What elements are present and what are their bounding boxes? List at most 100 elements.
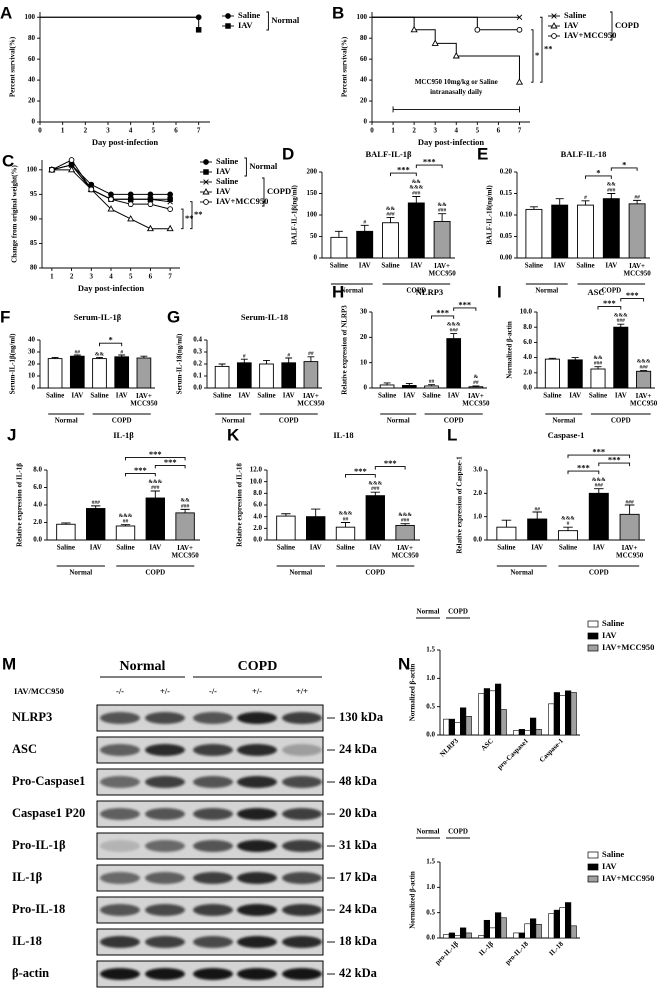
legend-group: COPD: [267, 186, 291, 196]
y-tick-label: 30: [28, 348, 36, 356]
x-tick-label: Saline: [378, 392, 396, 400]
bar: [525, 208, 543, 259]
bar: [47, 358, 63, 389]
blot-condition: +/-: [160, 686, 170, 696]
y-tick-label: 6.0: [253, 501, 262, 509]
y-tick-label: 0.05: [500, 232, 513, 240]
x-tick-label: Saline: [46, 392, 64, 400]
legend-label: IAV+MCC950: [602, 873, 654, 883]
blot-size: 31 kDa: [339, 838, 378, 852]
legend-swatch: [587, 851, 599, 859]
x-tick-label: IAV: [448, 392, 460, 400]
group-label: Normal: [417, 608, 440, 616]
significance-bracket: [598, 462, 631, 467]
x-tick-label: IAV: [410, 262, 422, 270]
significance-bracket: [154, 464, 186, 469]
error-bar: [571, 357, 579, 360]
bar: [330, 236, 348, 259]
blot-size: 17 kDa: [339, 870, 378, 884]
marker: [166, 224, 174, 232]
bar: [513, 730, 520, 736]
y-tick-label: 0: [314, 254, 318, 262]
panel-label: K: [227, 425, 240, 444]
x-tick-label: pro-Caspase1: [496, 737, 531, 772]
significance-label: ***: [577, 463, 590, 473]
x-tick-label: Saline: [559, 544, 577, 552]
significance-label: ***: [354, 466, 367, 476]
x-tick-label: Saline: [57, 544, 75, 552]
x-tick-label: IAV: [310, 544, 322, 552]
x-tick-label: 4: [129, 127, 133, 135]
error-bar: [400, 523, 410, 526]
error-bar: [118, 354, 126, 357]
significance-mark: &&& ###: [148, 479, 162, 491]
y-tick-label: 40: [28, 336, 36, 344]
bar: [56, 523, 76, 541]
x-tick-label: IAV+ MCC950: [616, 544, 644, 559]
group-label: COPD: [365, 569, 385, 577]
legend-bracket: [262, 177, 265, 207]
bar: [214, 365, 230, 389]
y-tick-label: 8.0: [33, 466, 42, 474]
x-tick-label: IAV+ MCC950: [428, 262, 456, 277]
panel-label: L: [447, 425, 457, 444]
line-series: [40, 16, 200, 30]
bar: [489, 927, 496, 939]
x-tick-label: Saline: [213, 392, 231, 400]
bar: [465, 715, 472, 736]
legend-label: Saline: [602, 849, 624, 859]
x-tick-label: IAV: [283, 392, 295, 400]
significance-bracket: [597, 306, 622, 310]
blot-band: [100, 936, 140, 948]
significance-bracket: [567, 470, 600, 475]
y-axis-label: Serum-IL-1β(ng/ml): [9, 333, 17, 395]
blot-band: [282, 776, 322, 788]
blot-condition: -/-: [209, 686, 217, 696]
line-series: [372, 16, 520, 31]
significance-mark: &&& ##: [339, 511, 353, 523]
bar: [588, 492, 609, 541]
error-bar: [405, 382, 413, 386]
blot-size: 48 kDa: [339, 774, 378, 788]
blot-condition: -/-: [116, 686, 124, 696]
blot-band: [100, 872, 140, 884]
bar: [407, 202, 425, 259]
group-label: Normal: [289, 569, 312, 577]
significance-mark: &&& ###: [398, 512, 412, 524]
x-tick-label: Saline: [277, 544, 295, 552]
x-tick-label: 5: [476, 127, 480, 135]
y-tick-label: 20: [28, 360, 36, 368]
x-tick-label: IAV: [71, 392, 83, 400]
x-tick-label: IAV+ MCC950: [130, 392, 158, 407]
marker: [127, 196, 134, 202]
y-tick-label: 1.5: [426, 858, 435, 866]
panel-label: M: [2, 654, 16, 673]
blot-band: [145, 808, 185, 820]
blot-band: [193, 872, 233, 884]
blot-band: [193, 808, 233, 820]
error-bar: [120, 524, 131, 526]
y-tick-label: 0.5: [426, 702, 435, 710]
blot-band: [237, 712, 277, 724]
blot-protein: IL-18: [12, 934, 42, 948]
chart-title: Serum-IL-18: [241, 312, 288, 322]
bar: [619, 513, 640, 541]
bar: [513, 932, 520, 939]
bar: [276, 515, 296, 541]
significance-label: ***: [592, 447, 605, 457]
panel-label: I: [497, 282, 502, 301]
x-tick-label: Saline: [90, 392, 108, 400]
bar: [335, 526, 356, 541]
legend-marker: [203, 169, 209, 175]
legend-label: IAV: [216, 166, 231, 176]
significance-bracket: [620, 298, 645, 302]
bar: [529, 717, 537, 736]
x-tick-label: 7: [197, 127, 201, 135]
blot-band: [282, 744, 322, 756]
group-label: Normal: [387, 417, 410, 425]
error-bar: [51, 356, 59, 359]
legend-marker: [203, 199, 209, 205]
bar: [567, 359, 583, 389]
error-bar: [428, 384, 435, 386]
x-tick-label: Saline: [381, 262, 399, 270]
